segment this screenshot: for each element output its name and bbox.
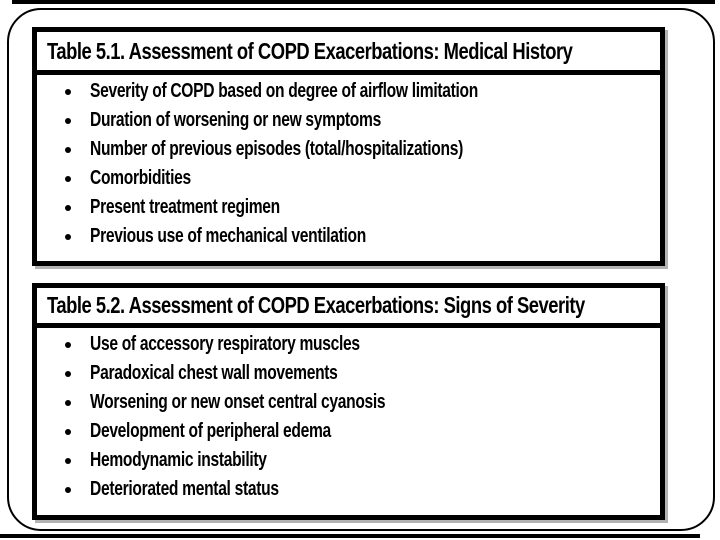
table-5-2-list: Use of accessory respiratory muscles Par… — [37, 328, 660, 504]
list-item: Present treatment regimen — [37, 193, 660, 222]
bottom-edge-bar — [0, 534, 700, 538]
list-item-text: Previous use of mechanical ventilation — [90, 225, 366, 247]
list-item: Hemodynamic instability — [37, 446, 660, 475]
list-item-text: Number of previous episodes (total/hospi… — [90, 138, 463, 160]
bullet-icon — [65, 233, 71, 240]
table-5-1-title: Table 5.1. Assessment of COPD Exacerbati… — [47, 37, 573, 64]
list-item-text: Comorbidities — [90, 167, 191, 189]
list-item-text: Worsening or new onset central cyanosis — [90, 391, 386, 413]
list-item-text: Use of accessory respiratory muscles — [90, 333, 360, 355]
list-item: Comorbidities — [37, 164, 660, 193]
list-item: Deteriorated mental status — [37, 475, 660, 504]
bullet-icon — [65, 204, 71, 211]
table-5-2: Table 5.2. Assessment of COPD Exacerbati… — [32, 283, 665, 520]
list-item: Development of peripheral edema — [37, 417, 660, 446]
bullet-icon — [65, 370, 71, 377]
bullet-icon — [65, 146, 71, 153]
bullet-icon — [65, 399, 71, 406]
bullet-icon — [65, 428, 71, 435]
table-5-1-header: Table 5.1. Assessment of COPD Exacerbati… — [37, 32, 660, 75]
list-item-text: Development of peripheral edema — [90, 420, 331, 442]
list-item-text: Duration of worsening or new symptoms — [90, 109, 381, 131]
list-item: Use of accessory respiratory muscles — [37, 330, 660, 359]
list-item: Paradoxical chest wall movements — [37, 359, 660, 388]
bullet-icon — [65, 486, 71, 493]
list-item: Number of previous episodes (total/hospi… — [37, 135, 660, 164]
list-item-text: Paradoxical chest wall movements — [90, 362, 338, 384]
table-5-1: Table 5.1. Assessment of COPD Exacerbati… — [32, 27, 665, 266]
table-5-2-title: Table 5.2. Assessment of COPD Exacerbati… — [47, 292, 585, 318]
list-item-text: Hemodynamic instability — [90, 449, 267, 471]
list-item-text: Severity of COPD based on degree of airf… — [90, 80, 478, 102]
table-5-2-header: Table 5.2. Assessment of COPD Exacerbati… — [37, 288, 660, 328]
list-item: Duration of worsening or new symptoms — [37, 106, 660, 135]
top-edge-bar — [12, 0, 715, 4]
bullet-icon — [65, 88, 71, 95]
bullet-icon — [65, 341, 71, 348]
list-item: Worsening or new onset central cyanosis — [37, 388, 660, 417]
list-item-text: Deteriorated mental status — [90, 478, 279, 500]
table-5-1-list: Severity of COPD based on degree of airf… — [37, 75, 660, 251]
list-item: Severity of COPD based on degree of airf… — [37, 77, 660, 106]
list-item: Previous use of mechanical ventilation — [37, 222, 660, 251]
bullet-icon — [65, 457, 71, 464]
bullet-icon — [65, 175, 71, 182]
slide-border — [7, 8, 715, 531]
list-item-text: Present treatment regimen — [90, 196, 280, 218]
bullet-icon — [65, 117, 71, 124]
